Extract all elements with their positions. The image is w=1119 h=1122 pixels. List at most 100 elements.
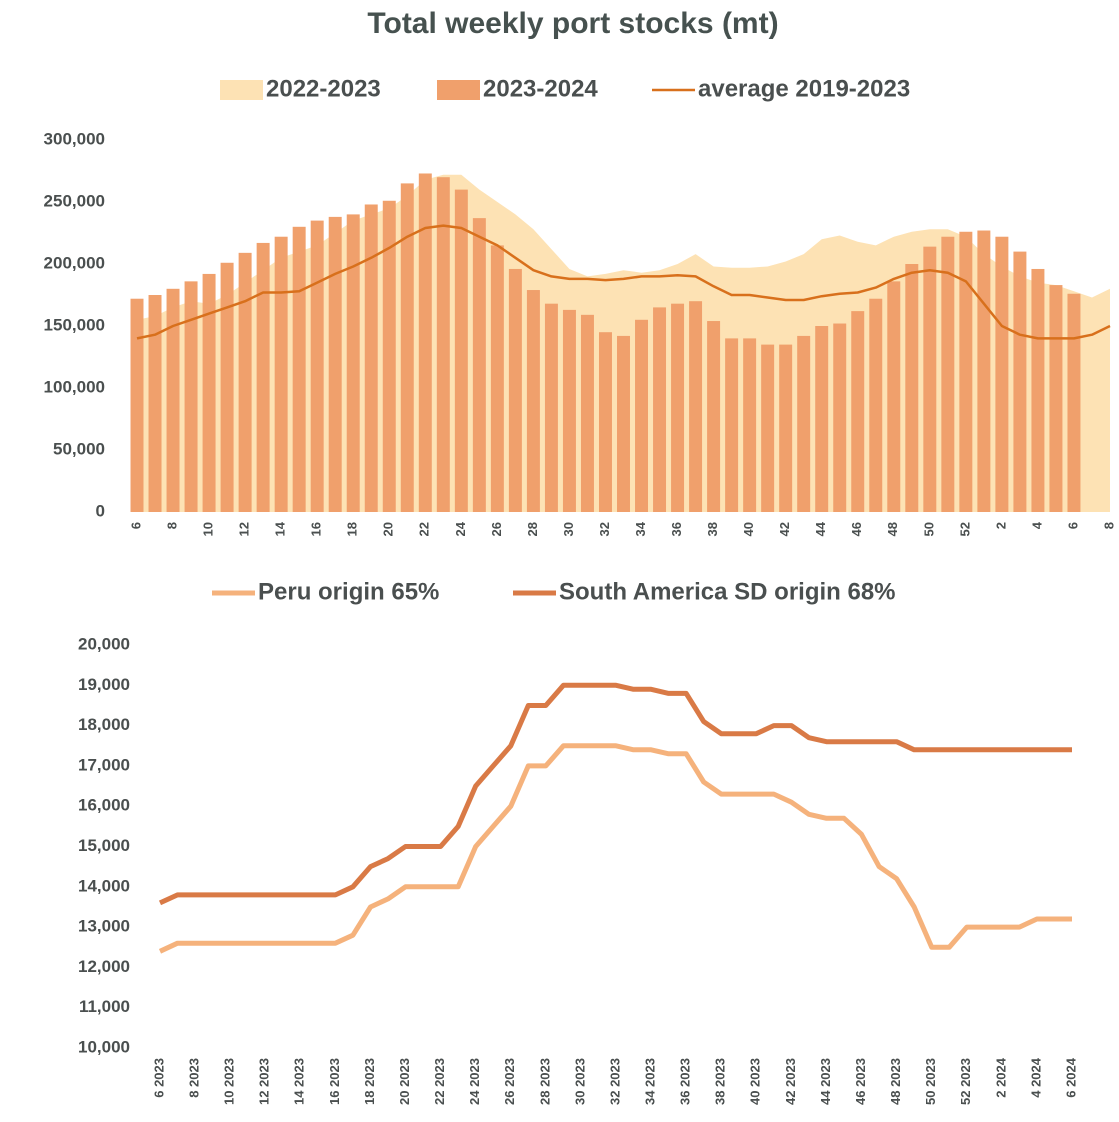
bar [382, 200, 396, 512]
bar [310, 220, 324, 512]
x-tick-label: 18 [345, 522, 360, 536]
bar [1031, 268, 1045, 512]
x-tick-label: 50 2023 [923, 1058, 938, 1105]
x-tick-label: 28 [525, 522, 540, 536]
x-tick-label: 6 [128, 522, 143, 529]
bar [707, 321, 721, 512]
x-tick-label: 30 [561, 522, 576, 536]
bar [779, 344, 793, 512]
x-tick-label: 4 2024 [1028, 1057, 1043, 1098]
x-tick-label: 46 [849, 522, 864, 536]
y-tick-label: 15,000 [78, 836, 130, 855]
x-tick-label: 40 2023 [748, 1058, 763, 1105]
bar [725, 338, 739, 512]
x-tick-label: 20 [381, 522, 396, 536]
x-tick-label: 22 2023 [432, 1058, 447, 1105]
bar [1013, 251, 1027, 512]
bar [328, 216, 342, 512]
bar [1049, 285, 1063, 512]
x-tick-label: 20 2023 [397, 1058, 412, 1105]
x-tick-label: 44 2023 [818, 1058, 833, 1105]
bar [274, 236, 288, 512]
x-tick-label: 52 [957, 522, 972, 536]
x-tick-label: 18 2023 [362, 1058, 377, 1105]
bar [617, 335, 630, 512]
bar [400, 183, 414, 512]
legend-swatch [437, 80, 480, 100]
bar [220, 262, 234, 512]
bar [580, 314, 594, 512]
y-tick-label: 13,000 [78, 917, 130, 936]
x-tick-label: 24 [453, 521, 468, 536]
x-tick-label: 42 [777, 522, 792, 536]
y-tick-label: 250,000 [44, 191, 105, 210]
bar [959, 231, 973, 512]
x-tick-label: 34 2023 [643, 1058, 658, 1105]
y-tick-label: 100,000 [44, 377, 105, 396]
bar [995, 236, 1009, 512]
x-tick-label: 14 2023 [292, 1058, 307, 1105]
bar [508, 268, 522, 512]
y-tick-label: 14,000 [78, 876, 130, 895]
x-tick-label: 32 [597, 522, 612, 536]
y-tick-label: 16,000 [78, 796, 130, 815]
x-tick-label: 26 [489, 522, 504, 536]
x-tick-label: 10 2023 [222, 1058, 237, 1105]
x-tick-label: 40 [741, 522, 756, 536]
x-tick-label: 16 2023 [327, 1058, 342, 1105]
legend-label: average 2019-2023 [698, 75, 910, 102]
line [158, 743, 1072, 954]
x-tick-label: 22 [417, 522, 432, 536]
x-tick-label: 8 [1101, 522, 1116, 529]
x-tick-label: 42 2023 [783, 1058, 798, 1105]
x-tick-label: 28 2023 [537, 1058, 552, 1105]
y-tick-label: 11,000 [79, 997, 130, 1016]
x-tick-label: 2 [993, 522, 1008, 529]
bar [490, 245, 504, 512]
bar [418, 173, 432, 513]
legend-swatch [220, 80, 263, 100]
bar [869, 298, 883, 512]
bar [454, 189, 468, 512]
x-tick-label: 12 [237, 522, 252, 536]
y-tick-label: 18,000 [78, 715, 130, 734]
bar [887, 281, 901, 512]
x-tick-label: 6 [1065, 522, 1080, 529]
x-tick-label: 24 2023 [467, 1058, 482, 1105]
y-tick-label: 10,000 [78, 1037, 130, 1056]
y-tick-label: 20,000 [78, 634, 130, 653]
x-tick-label: 30 2023 [572, 1058, 587, 1105]
y-tick-label: 200,000 [44, 253, 105, 272]
bar [941, 236, 955, 512]
y-tick-label: 300,000 [44, 129, 105, 148]
legend-label: 2023-2024 [483, 75, 598, 102]
x-tick-label: 36 2023 [678, 1058, 693, 1105]
bar [851, 311, 865, 512]
x-tick-label: 36 [669, 522, 684, 536]
x-tick-label: 38 2023 [713, 1058, 728, 1105]
y-tick-label: 50,000 [53, 439, 105, 458]
x-tick-label: 48 2023 [888, 1058, 903, 1105]
x-tick-label: 48 [885, 522, 900, 536]
bar [148, 295, 162, 512]
x-tick-label: 6 2024 [1063, 1057, 1078, 1098]
x-tick-label: 32 2023 [607, 1058, 622, 1105]
legend-label: Peru origin 65% [258, 578, 439, 605]
bar [743, 338, 757, 512]
y-tick-label: 17,000 [78, 755, 130, 774]
legend-label: 2022-2023 [266, 75, 381, 102]
x-tick-label: 34 [633, 521, 648, 536]
bar [166, 288, 180, 512]
x-tick-label: 46 2023 [853, 1058, 868, 1105]
bar [923, 246, 937, 512]
bar [472, 218, 486, 512]
bar [598, 332, 612, 512]
chart-title: Total weekly port stocks (mt) [367, 7, 778, 40]
bar [689, 301, 703, 512]
line [136, 224, 1111, 340]
bar [761, 344, 775, 512]
x-tick-label: 44 [813, 521, 828, 536]
bar [671, 303, 685, 512]
bar [544, 303, 558, 512]
